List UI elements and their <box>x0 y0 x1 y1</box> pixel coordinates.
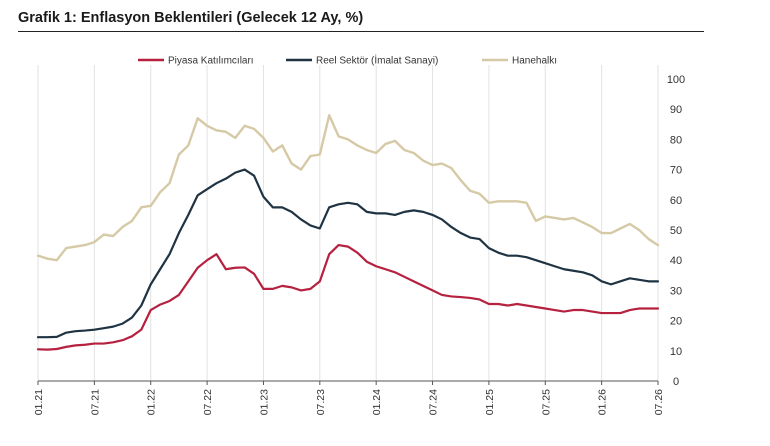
page-title: Grafik 1: Enflasyon Beklentileri (Gelece… <box>18 10 364 26</box>
chart-legend: Piyasa Katılımcıları Reel Sektör (İmalat … <box>138 54 557 67</box>
series-line-reel-sektor <box>36 168 660 339</box>
x-tick-label: 07.21 <box>89 389 101 415</box>
x-tick-label: 07.25 <box>540 389 552 415</box>
y-tick-label: 70 <box>670 165 682 177</box>
x-tick-label: 07.22 <box>202 389 214 415</box>
y-tick-label: 20 <box>670 316 682 328</box>
y-tick-label: 10 <box>670 346 682 358</box>
legend-label: Reel Sektör (İmalat Sanayi) <box>316 54 438 67</box>
y-tick-label: 0 <box>673 376 679 388</box>
chart-series <box>36 114 660 351</box>
series-line-hanehalki <box>36 114 660 262</box>
x-tick-label: 01.23 <box>258 389 270 415</box>
y-tick-label: 90 <box>670 104 682 116</box>
y-tick-label: 30 <box>670 285 682 297</box>
x-tick-label: 01.26 <box>597 389 609 415</box>
x-tick-label: 01.22 <box>146 389 158 415</box>
chart-axes: 01.21 07.21 01.22 07.22 01.23 07.23 01.24 07.24… <box>33 74 685 415</box>
y-tick-label: 50 <box>670 225 682 237</box>
y-tick-label: 100 <box>667 74 685 86</box>
x-tick-label: 01.24 <box>371 389 383 415</box>
legend-label: Piyasa Katılımcıları <box>168 56 254 67</box>
x-tick-label: 07.26 <box>653 389 665 415</box>
x-tick-label: 07.24 <box>428 389 440 415</box>
legend-label: Hanehalkı <box>512 56 557 67</box>
x-tick-label: 01.21 <box>33 389 45 415</box>
title-divider <box>18 31 704 32</box>
y-tick-label: 80 <box>670 134 682 146</box>
x-tick-label: 01.25 <box>484 389 496 415</box>
chart-gridlines <box>37 65 659 381</box>
series-line-piyasa-katilimcilari <box>36 244 660 351</box>
y-tick-label: 60 <box>670 195 682 207</box>
x-tick-label: 07.23 <box>315 389 327 415</box>
y-tick-label: 40 <box>670 255 682 267</box>
